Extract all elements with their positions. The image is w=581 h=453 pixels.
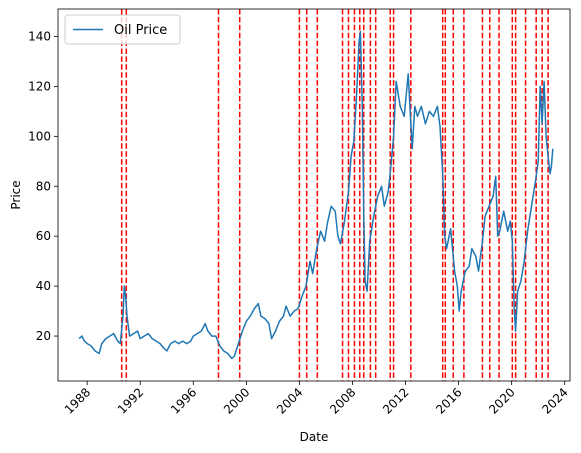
axes <box>57 8 571 382</box>
y-tick-label: 20 <box>36 329 51 343</box>
legend-box <box>64 14 181 45</box>
y-tick-label: 60 <box>36 229 51 243</box>
legend: Oil Price <box>64 14 181 45</box>
event-lines <box>120 9 549 381</box>
y-tick-label: 140 <box>28 29 51 43</box>
series-layer <box>78 30 554 360</box>
y-ticks: 20 40 60 80 100 120 140 <box>28 29 58 343</box>
y-tick-label: 120 <box>28 79 51 93</box>
y-axis-label: Price <box>9 180 23 209</box>
series-line-oil-price <box>78 30 554 360</box>
y-tick-label: 100 <box>28 129 51 143</box>
y-tick-label: 40 <box>36 279 51 293</box>
y-tick-label: 80 <box>36 179 51 193</box>
x-axis-label: Date <box>300 430 329 444</box>
legend-label-oil-price: Oil Price <box>114 23 167 38</box>
plot-frame <box>57 8 571 382</box>
